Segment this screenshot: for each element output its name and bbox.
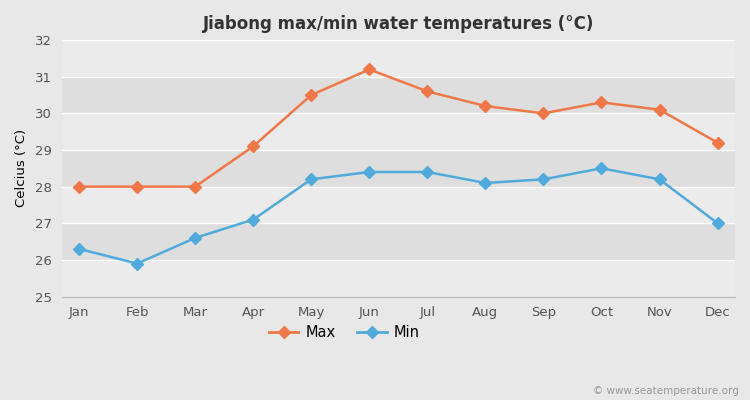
Y-axis label: Celcius (°C): Celcius (°C) — [15, 129, 28, 207]
Bar — [62, 260, 735, 296]
Bar — [62, 113, 735, 150]
Bar — [62, 150, 735, 187]
Bar — [62, 223, 735, 260]
Legend: Max, Min: Max, Min — [263, 319, 426, 346]
Title: Jiabong max/min water temperatures (°C): Jiabong max/min water temperatures (°C) — [202, 15, 594, 33]
Bar — [62, 40, 735, 77]
Bar — [62, 77, 735, 113]
Bar — [62, 187, 735, 223]
Text: © www.seatemperature.org: © www.seatemperature.org — [592, 386, 739, 396]
